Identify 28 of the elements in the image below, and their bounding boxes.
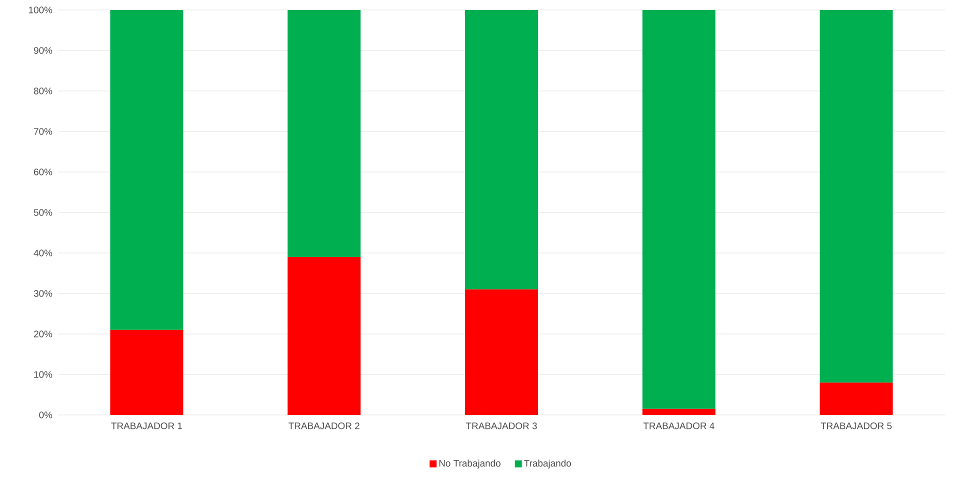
bar	[465, 10, 538, 290]
bar	[820, 10, 893, 383]
y-tick-label: 70%	[34, 128, 52, 135]
y-tick-label: 20%	[34, 330, 52, 338]
x-tick-label: TRABAJADOR 3	[466, 422, 537, 430]
x-tick-label: TRABAJADOR 4	[643, 422, 714, 430]
y-tick-label: 50%	[34, 209, 52, 216]
bar	[288, 257, 361, 415]
y-tick-label: 30%	[34, 290, 52, 297]
y-tick-label: 60%	[34, 168, 52, 176]
bar	[110, 10, 184, 330]
y-tick-label: 90%	[34, 47, 52, 54]
y-tick-label: 80%	[34, 88, 52, 94]
bar	[288, 10, 361, 258]
legend-label: No Trabajando	[439, 460, 500, 468]
y-tick-label: 10%	[34, 371, 52, 378]
legend-label: Trabajando	[524, 460, 571, 468]
bar	[110, 330, 184, 415]
y-tick-label: 40%	[34, 250, 52, 256]
bar	[642, 10, 716, 409]
y-tick-label: 100%	[29, 6, 52, 14]
x-tick-label: TRABAJADOR 1	[111, 422, 182, 430]
bar	[642, 408, 716, 415]
x-tick-label: TRABAJADOR 2	[288, 422, 360, 430]
x-tick-label: TRABAJADOR 5	[820, 422, 892, 430]
bar	[820, 382, 893, 415]
bar	[465, 289, 538, 415]
y-tick-label: 0%	[39, 412, 52, 418]
